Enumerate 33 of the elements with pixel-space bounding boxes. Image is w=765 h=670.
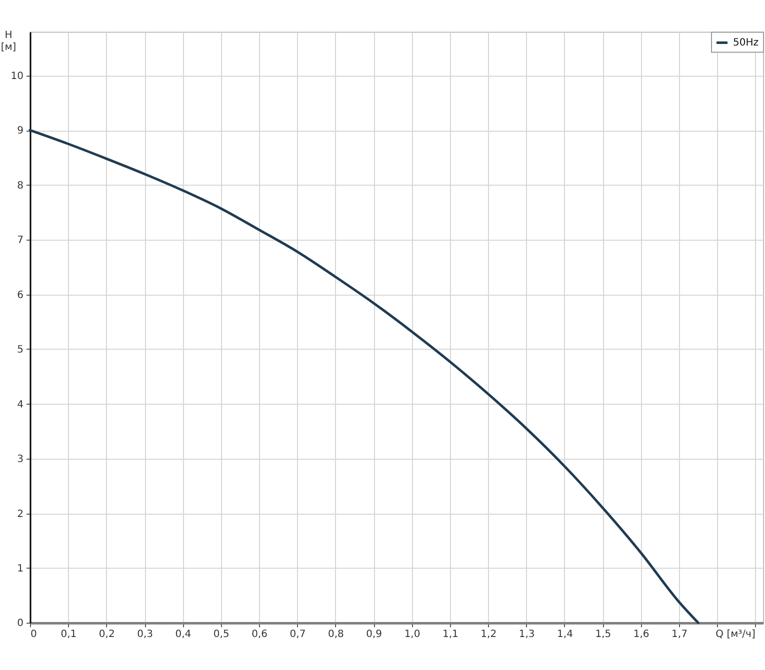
x-tick-label: 0,8	[328, 629, 344, 640]
x-tick-label: 1,3	[518, 629, 535, 640]
x-tick-label: 0	[30, 629, 37, 640]
y-tick-label: 2	[17, 508, 24, 520]
x-tick-label: 0,7	[290, 629, 306, 640]
x-tick-label: 0,5	[213, 629, 230, 640]
y-tick-label: 4	[17, 399, 24, 410]
x-tick-label: 0,1	[60, 629, 77, 640]
y-axis-title: H [м]	[0, 30, 16, 54]
y-tick-label: 6	[17, 290, 24, 301]
x-tick-label: 0,4	[175, 629, 192, 640]
y-tick-label: 9	[17, 126, 24, 137]
x-tick-label: 1,5	[595, 629, 612, 640]
legend-label: 50Hz	[733, 38, 758, 49]
x-tick-label: 1,6	[633, 629, 650, 640]
x-tick-label: 0,2	[98, 629, 115, 640]
x-tick-label: 1,2	[480, 629, 497, 640]
y-tick-label: 1	[17, 563, 24, 574]
x-axis-title: Q [м³/ч]	[716, 629, 756, 640]
x-tick-label: 0,3	[137, 629, 153, 640]
x-tick-label: 1,4	[557, 629, 573, 640]
y-tick-label: 0	[17, 618, 24, 630]
line-series	[28, 128, 700, 624]
x-tick-label: 0,6	[252, 629, 268, 640]
x-tick-label: 1,7	[672, 629, 688, 640]
x-tick-label: 1,0	[404, 629, 420, 640]
y-tick-label: 10	[10, 70, 24, 82]
y-tick-label: 5	[17, 344, 24, 356]
x-tick-label: 0,9	[366, 629, 382, 640]
x-tick-label: 1,1	[442, 629, 458, 640]
y-tick-label: 8	[17, 180, 24, 192]
y-tick-label: 7	[17, 235, 24, 246]
y-tick-label: 3	[17, 454, 24, 466]
